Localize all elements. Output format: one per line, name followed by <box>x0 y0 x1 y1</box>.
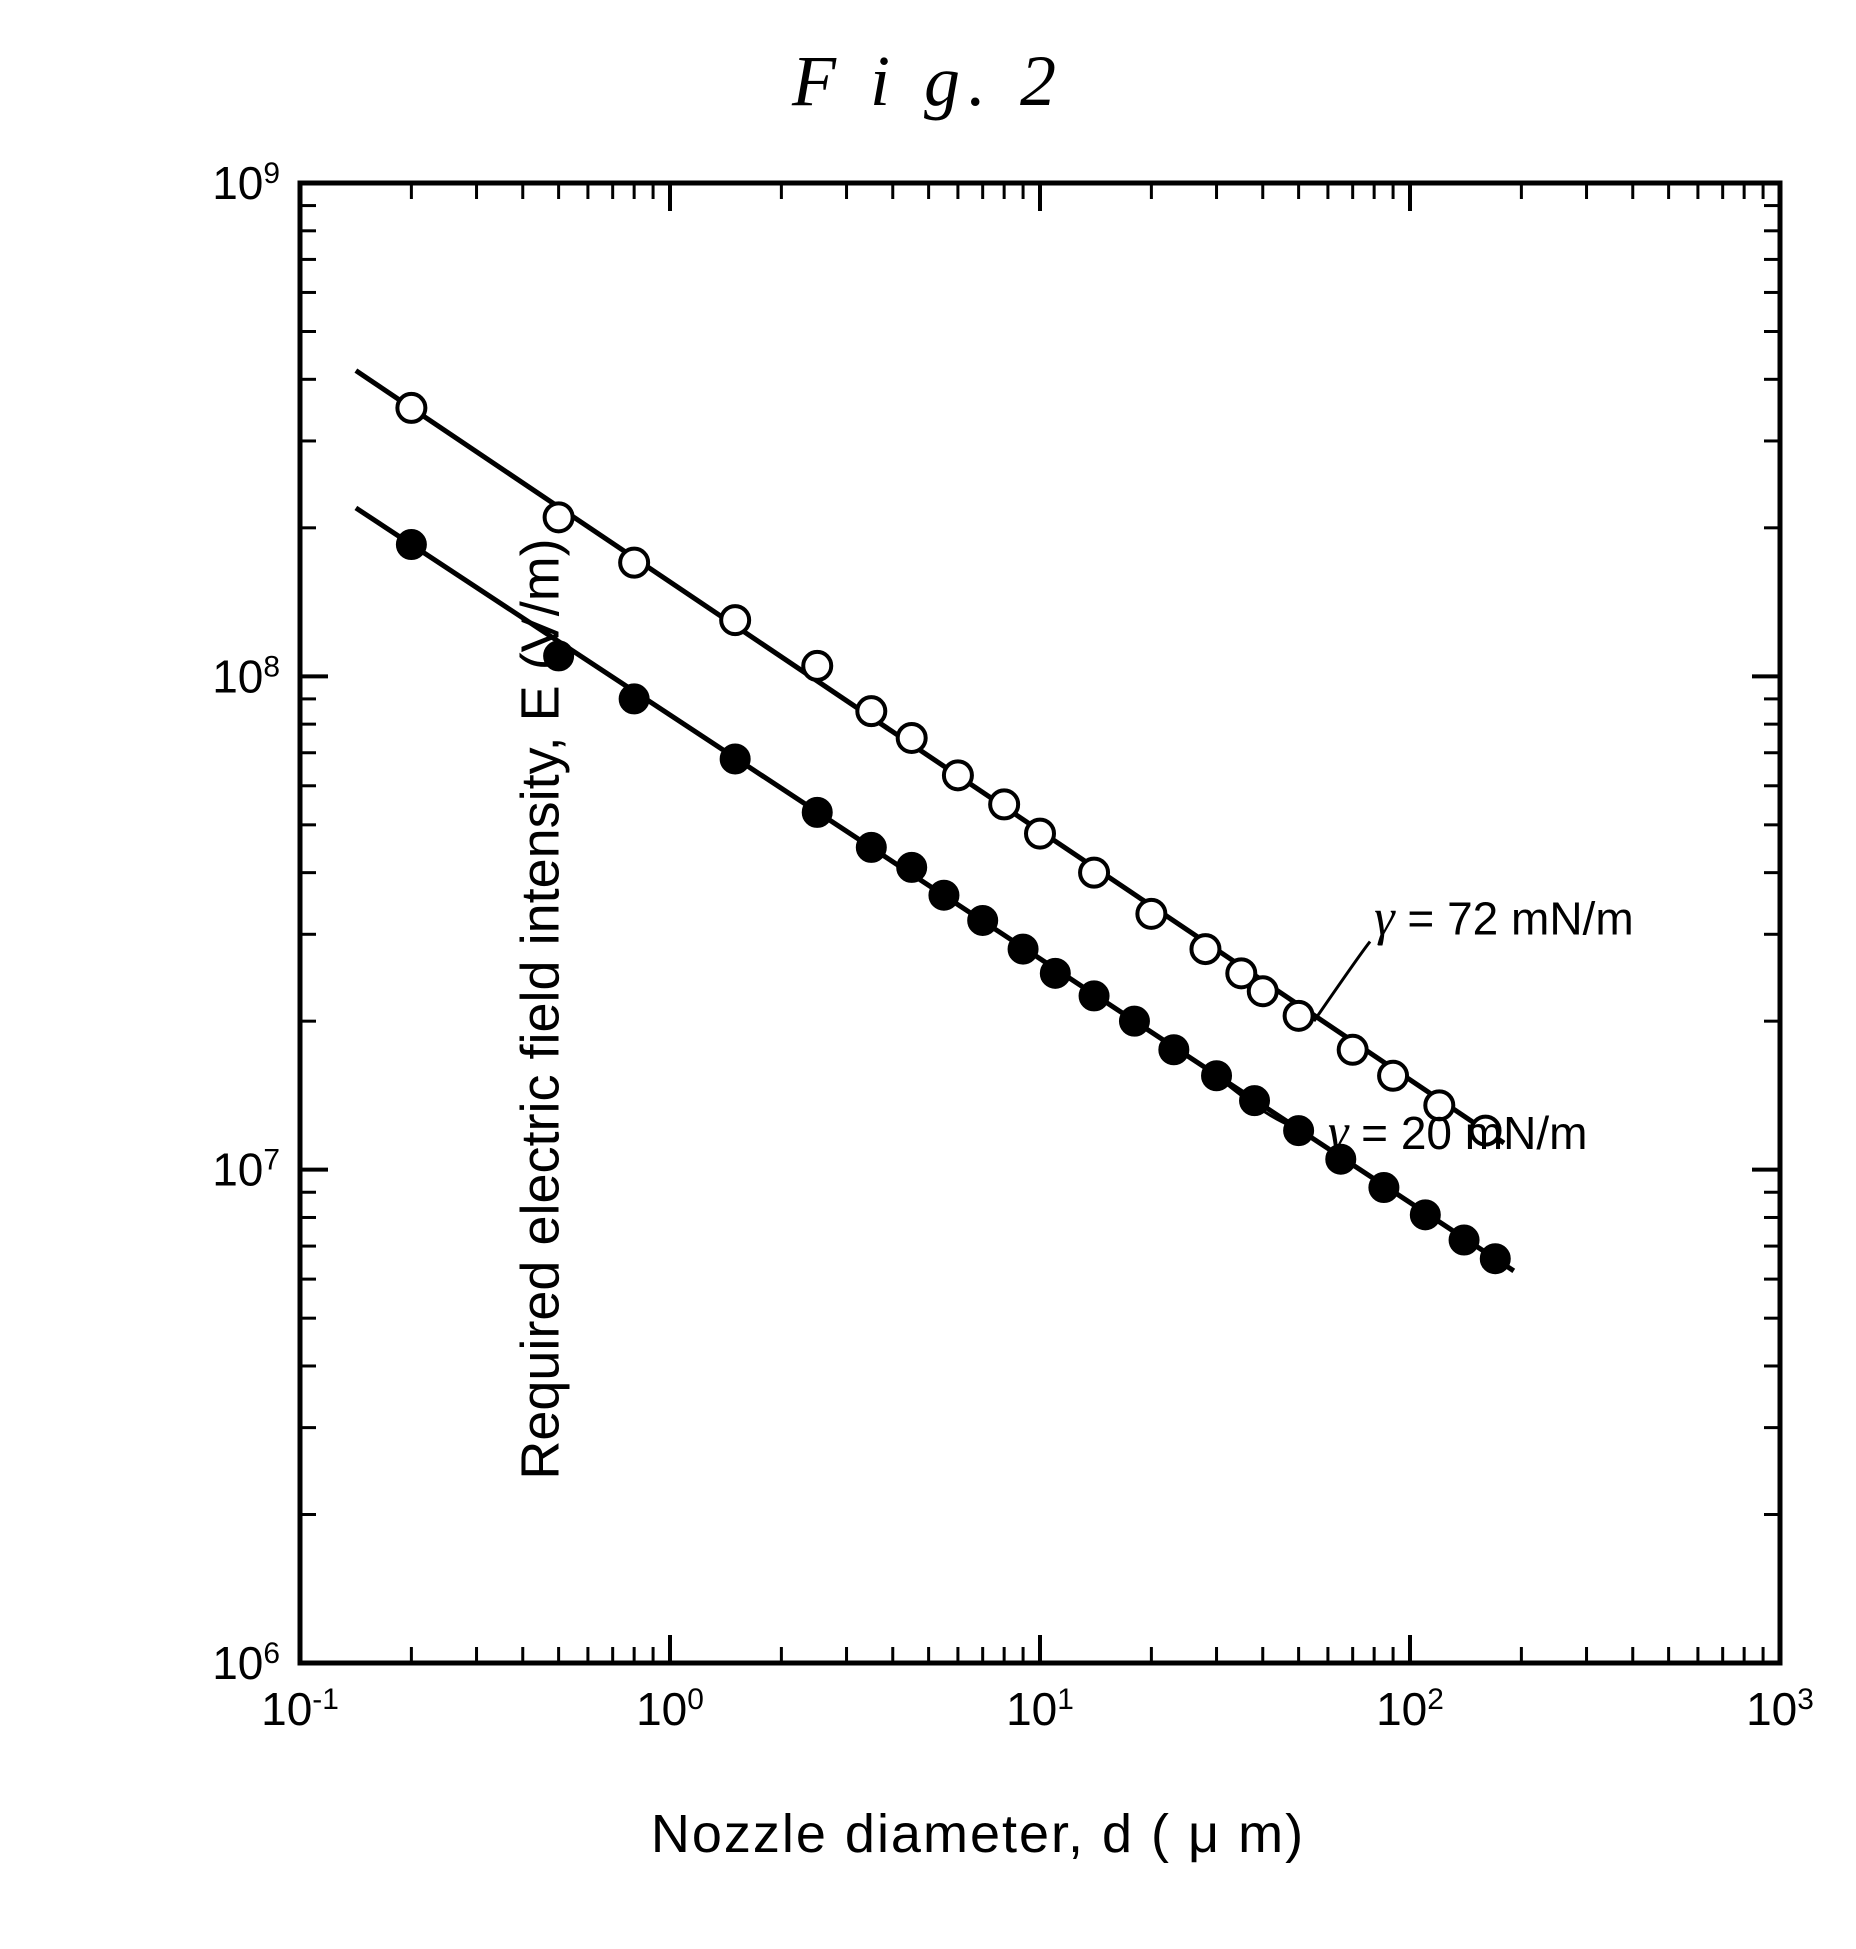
marker-gamma20 <box>1080 982 1108 1010</box>
chart-wrap: Required electric field intensity, E (V/… <box>140 153 1816 1865</box>
svg-text:107: 107 <box>212 1143 280 1196</box>
y-tick-label: 107 <box>212 1143 280 1196</box>
series-label-gamma72: γ = 72 mN/m <box>1374 889 1634 946</box>
svg-text:106: 106 <box>212 1637 280 1690</box>
marker-gamma20 <box>969 906 997 934</box>
x-tick-label: 10-1 <box>261 1683 339 1736</box>
svg-text:109: 109 <box>212 157 280 210</box>
marker-gamma20 <box>620 685 648 713</box>
marker-gamma20 <box>1120 1007 1148 1035</box>
svg-text:103: 103 <box>1746 1683 1814 1736</box>
marker-gamma72 <box>1191 935 1219 963</box>
marker-gamma20 <box>930 881 958 909</box>
marker-gamma20 <box>721 745 749 773</box>
marker-gamma72 <box>1026 820 1054 848</box>
y-tick-label: 108 <box>212 650 280 703</box>
figure-container: F i g. 2 Required electric field intensi… <box>40 40 1816 1865</box>
marker-gamma72 <box>397 394 425 422</box>
x-tick-label: 100 <box>636 1683 704 1736</box>
marker-gamma20 <box>803 798 831 826</box>
marker-gamma72 <box>721 606 749 634</box>
marker-gamma20 <box>1481 1245 1509 1273</box>
marker-gamma72 <box>1339 1036 1367 1064</box>
svg-text:10-1: 10-1 <box>261 1683 339 1736</box>
marker-gamma20 <box>898 853 926 881</box>
svg-text:102: 102 <box>1376 1683 1444 1736</box>
y-tick-label: 109 <box>212 157 280 210</box>
marker-gamma20 <box>1160 1036 1188 1064</box>
svg-text:100: 100 <box>636 1683 704 1736</box>
marker-gamma72 <box>545 503 573 531</box>
marker-gamma20 <box>1450 1226 1478 1254</box>
svg-text:101: 101 <box>1006 1683 1074 1736</box>
x-tick-label: 103 <box>1746 1683 1814 1736</box>
x-tick-label: 102 <box>1376 1683 1444 1736</box>
marker-gamma20 <box>1370 1174 1398 1202</box>
marker-gamma20 <box>397 531 425 559</box>
marker-gamma72 <box>620 549 648 577</box>
marker-gamma72 <box>857 697 885 725</box>
x-tick-label: 101 <box>1006 1683 1074 1736</box>
series-label-gamma20: γ = 20 mN/m <box>1328 1104 1588 1161</box>
marker-gamma72 <box>1285 1002 1313 1030</box>
svg-text:108: 108 <box>212 650 280 703</box>
y-tick-label: 106 <box>212 1637 280 1690</box>
marker-gamma20 <box>1411 1201 1439 1229</box>
marker-gamma72 <box>990 790 1018 818</box>
marker-gamma72 <box>1080 859 1108 887</box>
marker-gamma20 <box>857 833 885 861</box>
y-axis-label: Required electric field intensity, E (V/… <box>510 538 572 1479</box>
marker-gamma72 <box>944 761 972 789</box>
chart-svg: 10-1 100 101 102 103 106 107 108 109 γ = 72 mN/m γ… <box>140 153 1820 1773</box>
marker-gamma20 <box>1041 959 1069 987</box>
marker-gamma72 <box>1379 1062 1407 1090</box>
figure-title: F i g. 2 <box>40 40 1816 123</box>
marker-gamma72 <box>1249 977 1277 1005</box>
marker-gamma72 <box>1137 900 1165 928</box>
marker-gamma72 <box>803 652 831 680</box>
x-axis-label: Nozzle diameter, d ( μ m) <box>140 1803 1816 1865</box>
marker-gamma72 <box>898 724 926 752</box>
marker-gamma20 <box>1009 935 1037 963</box>
